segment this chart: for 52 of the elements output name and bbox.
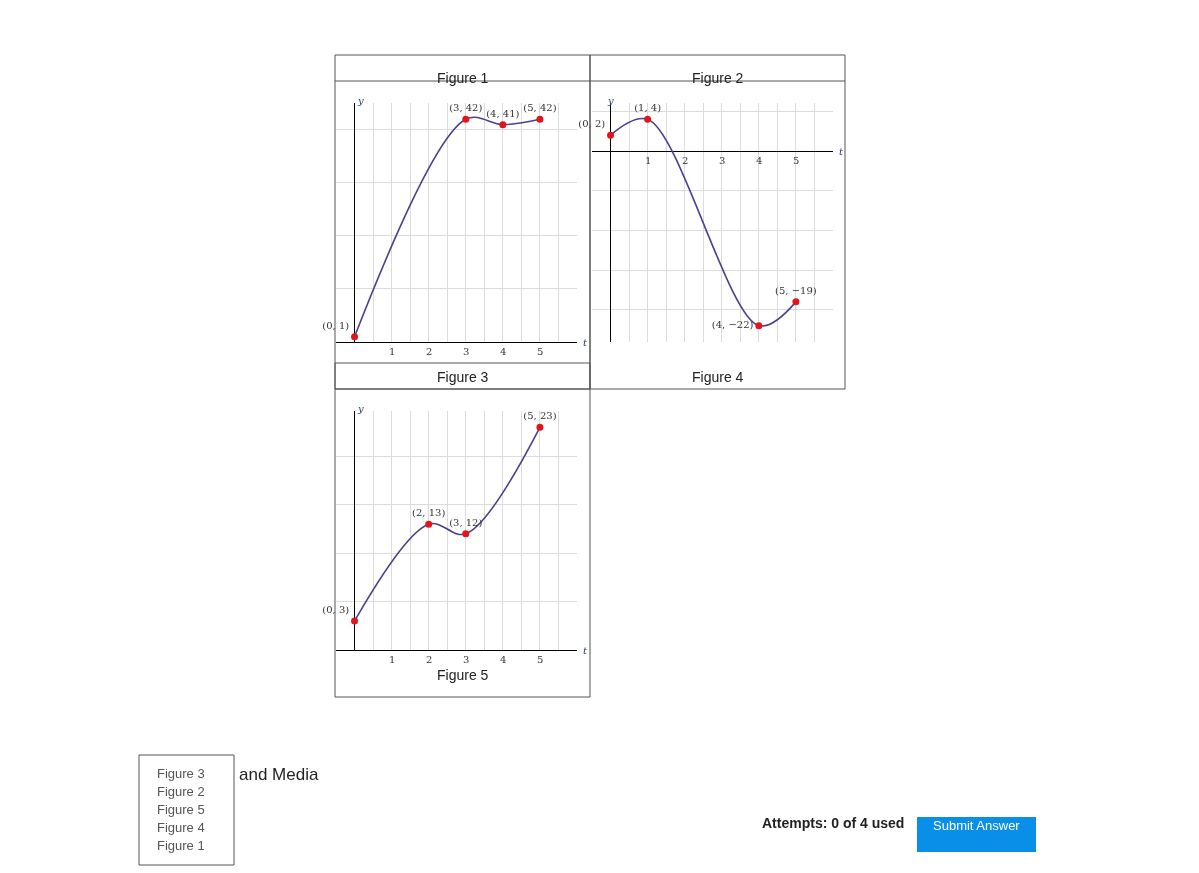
x-axis-title: t	[583, 645, 588, 656]
x-tick-label: 2	[426, 654, 433, 665]
text: Attempts: 0 of 4 used	[762, 815, 905, 831]
x-tick-label: 2	[682, 155, 689, 166]
x-tick-label: 5	[537, 654, 544, 665]
point	[462, 530, 470, 538]
x-tick-label: 4	[500, 654, 507, 665]
caption: Figure 2	[692, 70, 744, 86]
y-axis-title: y	[357, 95, 364, 106]
point	[425, 520, 433, 528]
caption: Figure 1	[437, 70, 489, 86]
point	[792, 298, 800, 306]
data-label: (4, −22)	[711, 319, 754, 331]
x-tick-label: 1	[389, 654, 396, 665]
caption: Figure 5	[157, 802, 205, 817]
caption: Figure 3	[157, 766, 205, 781]
x-tick-label: 5	[793, 155, 800, 166]
x-axis-title: t	[583, 337, 588, 348]
caption: Figure 4	[157, 820, 205, 835]
y-axis-title: y	[357, 403, 364, 414]
point	[607, 131, 615, 139]
x-tick-label: 3	[719, 155, 726, 166]
x-tick-label: 1	[645, 155, 652, 166]
data-label: (5, −19)	[775, 284, 817, 296]
text: Figure 3	[437, 369, 489, 385]
x-tick-label: 1	[389, 346, 396, 357]
data-label: (0, 1)	[322, 319, 350, 331]
text: and Media	[239, 765, 319, 784]
x-axis-title: t	[839, 146, 844, 157]
point	[536, 423, 544, 431]
data-label: (5, 23)	[523, 410, 557, 422]
data-label: (5, 42)	[523, 102, 557, 114]
caption: Figure 1	[157, 838, 205, 853]
y-axis-title: y	[607, 95, 614, 106]
data-label: (3, 42)	[449, 102, 483, 114]
x-tick-label: 4	[500, 346, 507, 357]
data-label: (4, 41)	[486, 107, 520, 119]
x-tick-label: 3	[463, 346, 470, 357]
x-tick-label: 5	[537, 346, 544, 357]
caption: Figure 2	[157, 784, 205, 799]
x-tick-label: 4	[756, 155, 763, 166]
text: Submit Answer	[933, 818, 1021, 833]
data-label: (1, 4)	[634, 102, 662, 114]
text: Figure 4	[692, 369, 744, 385]
point	[351, 617, 359, 625]
x-tick-label: 3	[463, 654, 470, 665]
point	[755, 322, 763, 330]
point	[644, 115, 652, 123]
text: Figure 5	[437, 667, 489, 683]
x-tick-label: 2	[426, 346, 433, 357]
data-label: (2, 13)	[412, 507, 446, 519]
data-label: (0, 3)	[322, 604, 350, 616]
